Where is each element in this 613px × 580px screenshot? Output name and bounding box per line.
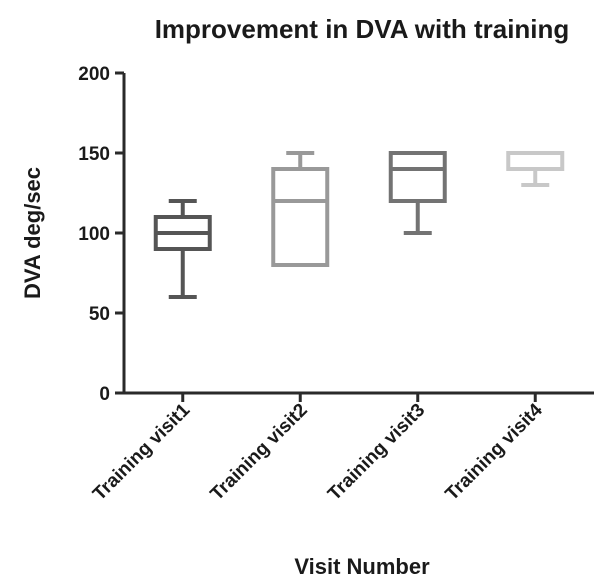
x-tick-label: Training visit4 [442,399,547,504]
x-tick-label: Training visit3 [324,400,429,505]
y-axis-label: DVA deg/sec [20,167,45,299]
iqr-box [506,151,565,171]
y-tick-label: 50 [89,304,110,325]
x-axis-label: Visit Number [294,554,430,579]
y-ticks: 0 50 100 150 200 [78,64,124,405]
x-tick-label: Training visit2 [207,400,312,505]
y-tick-label: 150 [78,144,110,165]
x-tick-label: Training visit1 [89,399,194,504]
chart-title: Improvement in DVA with training [155,14,570,44]
y-tick-label: 200 [78,64,110,85]
y-tick-label: 100 [78,224,110,245]
iqr-box [388,151,447,203]
box-3 [388,151,447,235]
box-4 [506,151,565,187]
boxes [153,151,565,299]
box-1 [153,199,212,299]
box-2 [271,151,330,267]
x-ticks: Training visit1 Training visit2 Training v… [89,393,547,505]
y-tick-label: 0 [99,384,110,405]
iqr-box [271,167,330,267]
